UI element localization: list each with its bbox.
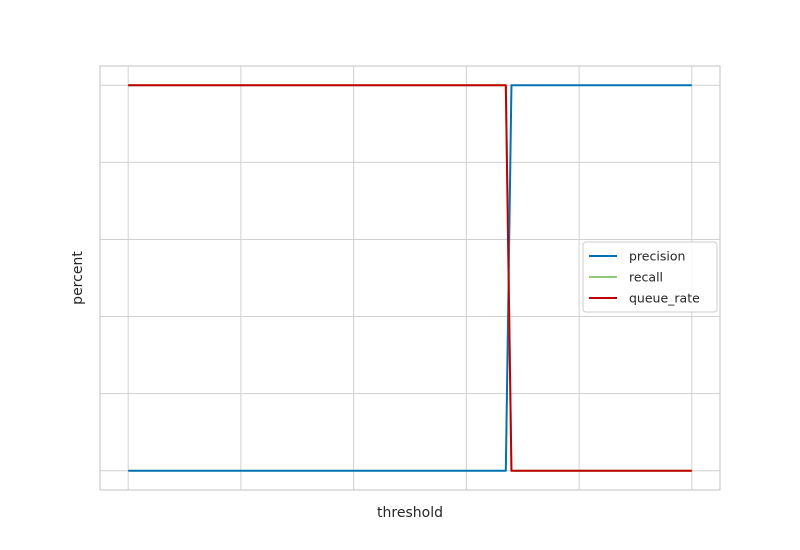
series-layer xyxy=(128,84,692,472)
plot-frame xyxy=(99,65,721,491)
x-axis-label: threshold xyxy=(377,505,443,521)
legend-label-precision: precision xyxy=(629,249,685,264)
legend: precision recall queue_rate xyxy=(582,241,718,313)
y-axis-label: percent xyxy=(70,251,86,305)
series-line-queue-rate xyxy=(128,84,692,472)
legend-label-recall: recall xyxy=(629,270,663,285)
legend-label-queue-rate: queue_rate xyxy=(629,291,700,306)
legend-box xyxy=(582,241,718,313)
